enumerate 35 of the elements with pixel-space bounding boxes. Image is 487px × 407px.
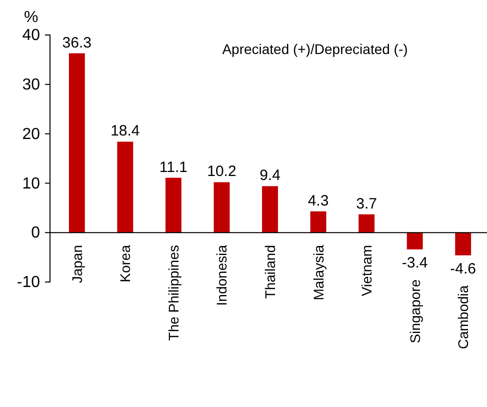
x-tick-label: Malaysia	[310, 244, 326, 300]
data-label: 10.2	[207, 163, 236, 180]
data-label: 11.1	[159, 158, 188, 176]
y-axis-title: %	[24, 9, 38, 26]
y-tick-label: -10	[16, 274, 40, 292]
annotation: Apreciated (+)/Depreciated (-)	[222, 41, 408, 57]
x-tick-label: Japan	[68, 245, 85, 284]
x-tick-label: Korea	[117, 244, 134, 282]
data-label: 18.4	[110, 122, 140, 140]
data-label: 4.3	[308, 192, 329, 210]
x-tick-label: Thailand	[262, 245, 278, 299]
bar	[117, 142, 134, 233]
data-label: 36.3	[62, 34, 92, 52]
y-tick-label: 40	[22, 27, 40, 44]
y-tick-label: 0	[31, 224, 40, 242]
y-tick-label: 10	[22, 175, 40, 192]
x-tick-label: Vietnam	[358, 245, 375, 296]
x-tick-label: Cambodia	[455, 285, 472, 350]
bar	[68, 53, 85, 233]
data-label: 9.4	[260, 167, 280, 184]
data-label: -4.6	[450, 260, 476, 278]
data-label: -3.4	[402, 254, 428, 272]
bar	[406, 232, 423, 250]
bar	[165, 178, 182, 233]
bar	[310, 211, 326, 233]
y-tick-label: 20	[22, 126, 40, 143]
bar	[262, 186, 278, 233]
y-tick-label: 30	[22, 76, 40, 94]
bar	[214, 182, 230, 233]
x-tick-label: Indonesia	[214, 244, 230, 306]
x-tick-label: Singapore	[406, 279, 423, 344]
data-label: 3.7	[356, 195, 377, 212]
bar	[455, 232, 472, 256]
x-tick-label: The Philippines	[165, 245, 182, 341]
bar	[358, 214, 375, 233]
